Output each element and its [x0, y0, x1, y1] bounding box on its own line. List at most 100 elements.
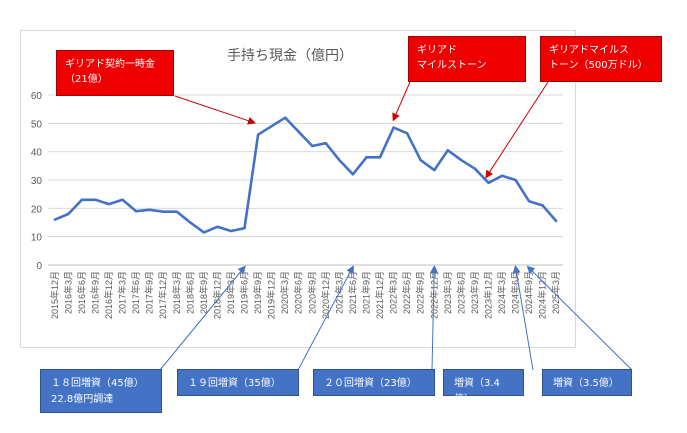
data-point	[216, 225, 219, 228]
callout-bottom-4: 増資（3.4億）	[443, 369, 524, 405]
data-point	[202, 231, 206, 234]
callout-bottom-1: １８回増資（45億） 22.8億円調達	[40, 369, 162, 413]
callout-arrow	[392, 81, 411, 122]
y-tick-label: 30	[31, 176, 43, 187]
callout-bottom-2: １９回増資（35億）	[177, 369, 299, 396]
x-tick-label: 2019年12月	[266, 271, 277, 319]
x-tick-label: 2020年3月	[279, 271, 290, 314]
data-point	[53, 218, 56, 221]
x-tick-label: 2018年3月	[171, 271, 182, 314]
x-tick-label: 2016年3月	[62, 271, 73, 314]
data-point	[311, 144, 314, 148]
callout-arrow	[430, 265, 439, 371]
callout-arrow	[526, 265, 633, 371]
data-point	[256, 133, 260, 136]
data-point	[433, 168, 436, 172]
x-tick-label: 2023年12月	[482, 271, 493, 319]
x-tick-label: 2021年9月	[360, 271, 371, 314]
data-point	[473, 167, 477, 170]
data-point	[175, 210, 178, 213]
x-tick-label: 2024年12月	[537, 271, 548, 319]
series-line	[54, 116, 558, 234]
data-point	[392, 126, 395, 129]
callout-arrow	[485, 81, 549, 179]
x-tick-label: 2022年9月	[415, 271, 426, 314]
x-tick-label: 2018年6月	[184, 271, 195, 314]
x-tick-label: 2023年6月	[455, 271, 466, 314]
y-tick-label: 50	[31, 119, 43, 130]
data-point	[541, 204, 544, 207]
x-tick-label: 2019年3月	[225, 271, 236, 314]
data-point	[500, 174, 504, 177]
x-tick-label: 2020年9月	[306, 271, 317, 314]
data-point	[80, 198, 84, 202]
data-point	[351, 173, 355, 176]
data-point	[487, 181, 490, 185]
data-point	[365, 156, 368, 159]
data-point	[243, 226, 246, 230]
callout-arrow	[297, 265, 354, 371]
x-tick-label: 2017年12月	[157, 271, 168, 319]
data-point	[555, 219, 558, 223]
data-point	[419, 158, 422, 162]
x-tick-label: 2023年9月	[469, 271, 480, 314]
x-tick-label: 2024年6月	[510, 271, 521, 314]
data-point	[229, 229, 233, 233]
x-tick-label: 2020年12月	[320, 271, 331, 319]
x-tick-label: 2016年6月	[76, 271, 87, 314]
x-tick-label: 2022年6月	[401, 271, 412, 314]
x-tick-label: 2017年9月	[144, 271, 155, 314]
data-point	[67, 212, 70, 216]
data-point	[378, 156, 382, 159]
x-tick-label: 2024年9月	[523, 271, 534, 314]
callout-top-3: ギリアドマイルス トーン（500万ドル）	[540, 36, 662, 82]
x-tick-label: 2024年3月	[496, 271, 507, 314]
callout-top-1: ギリアド契約一時金 （21億）	[56, 50, 174, 96]
x-tick-label: 2016年9月	[89, 271, 100, 314]
x-tick-label: 2016年12月	[103, 271, 114, 319]
x-tick-label: 2025年3月	[550, 271, 561, 314]
x-tick-label: 2021年12月	[374, 271, 385, 319]
callout-bottom-5: 増資（3.5億）	[542, 369, 632, 396]
data-point	[514, 178, 517, 182]
data-point	[527, 200, 531, 203]
x-tick-label: 2019年9月	[252, 271, 263, 314]
chart-title: 手持ち現金（億円）	[227, 47, 353, 63]
data-point	[134, 209, 138, 213]
x-tick-label: 2018年9月	[198, 271, 209, 314]
y-tick-label: 40	[31, 148, 43, 159]
callout-top-2: ギリアド マイルストーン	[408, 36, 526, 82]
data-point	[148, 208, 151, 211]
data-point	[161, 210, 165, 213]
data-point	[121, 198, 124, 202]
x-tick-label: 2015年12月	[49, 271, 60, 319]
callout-arrow	[174, 95, 256, 125]
data-point	[446, 149, 450, 152]
x-tick-label: 2021年6月	[347, 271, 358, 314]
data-point	[189, 221, 192, 224]
x-tick-label: 2019年6月	[239, 271, 250, 314]
data-point	[107, 202, 111, 206]
data-point	[324, 141, 328, 145]
y-tick-label: 10	[31, 233, 43, 244]
callout-arrow	[159, 265, 246, 371]
data-point	[405, 132, 409, 135]
data-point	[460, 158, 463, 162]
callout-bottom-3: ２０回増資（23億）	[313, 369, 435, 396]
x-tick-label: 2023年3月	[442, 271, 453, 314]
data-point	[270, 124, 273, 128]
data-point	[338, 158, 341, 162]
y-tick-label: 20	[31, 204, 43, 215]
y-tick-label: 0	[36, 261, 42, 272]
callout-arrow	[512, 265, 534, 371]
y-tick-label: 60	[31, 91, 43, 102]
x-tick-label: 2017年6月	[130, 271, 141, 314]
data-point	[297, 130, 300, 134]
data-point	[283, 116, 287, 119]
x-tick-label: 2022年3月	[388, 271, 399, 314]
x-tick-label: 2020年6月	[293, 271, 304, 314]
x-tick-label: 2017年3月	[117, 271, 128, 314]
x-tick-label: 2018年12月	[211, 271, 222, 319]
data-point	[94, 198, 97, 202]
